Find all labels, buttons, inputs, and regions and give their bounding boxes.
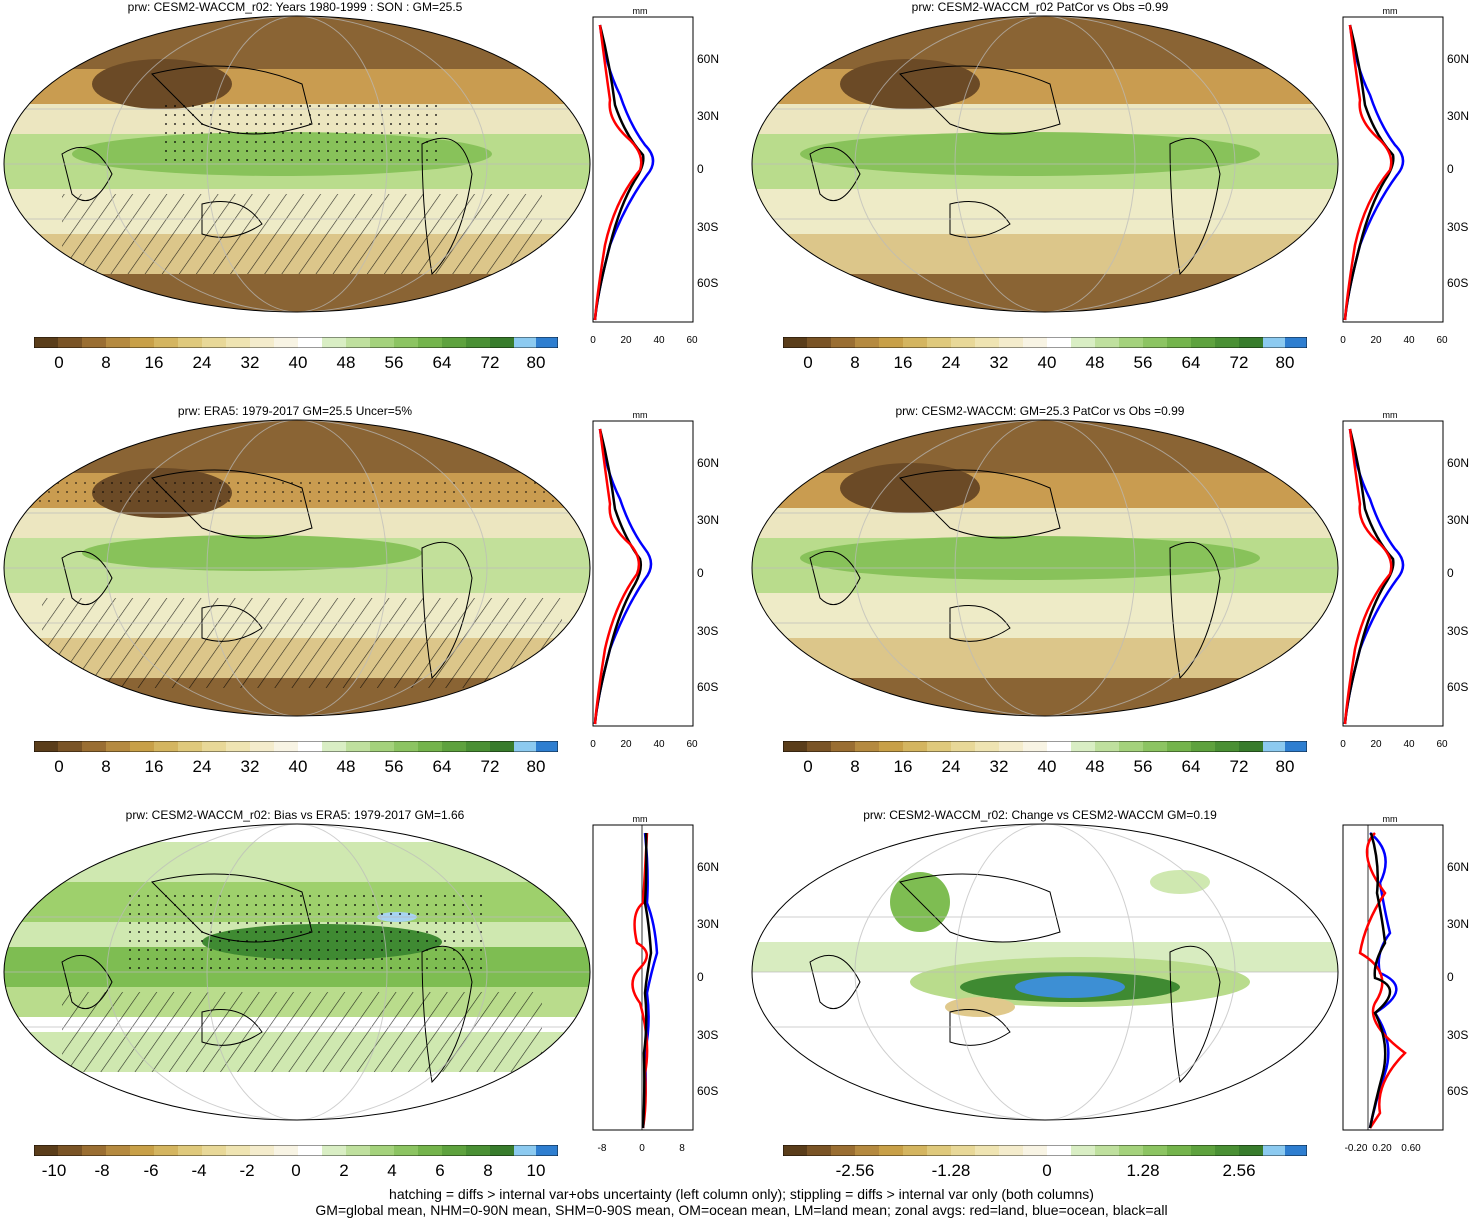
- svg-text:0: 0: [590, 335, 596, 346]
- svg-text:0: 0: [697, 970, 704, 984]
- svg-text:30N: 30N: [697, 917, 719, 931]
- svg-text:30N: 30N: [1447, 917, 1469, 931]
- svg-text:30N: 30N: [1447, 109, 1469, 123]
- svg-text:30S: 30S: [1447, 220, 1468, 234]
- panel-title-3: prw: ERA5: 1979-2017 GM=25.5 Uncer=5%: [177, 404, 413, 418]
- svg-text:0: 0: [639, 1143, 645, 1154]
- svg-text:40: 40: [653, 739, 665, 750]
- profile-units: mm: [633, 6, 648, 16]
- zonal-profile-2: mm 60N 30N 0 30S 60S 0 20 40 60: [1340, 6, 1469, 346]
- map-3: [3, 419, 591, 717]
- map-4: [751, 419, 1339, 717]
- svg-text:30S: 30S: [1447, 1028, 1468, 1042]
- svg-text:60: 60: [1436, 335, 1448, 346]
- colorbar-3: [34, 741, 558, 752]
- map-2: [751, 15, 1339, 313]
- panel-title-6: prw: CESM2-WACCM_r02: Change vs CESM2-WA…: [863, 808, 1217, 822]
- svg-text:30S: 30S: [697, 1028, 718, 1042]
- colorbar-1: [34, 337, 558, 348]
- svg-text:60N: 60N: [697, 52, 719, 66]
- svg-text:mm: mm: [1383, 410, 1398, 420]
- svg-text:60S: 60S: [1447, 680, 1468, 694]
- svg-text:20: 20: [1370, 739, 1382, 750]
- panel-title-1: prw: CESM2-WACCM_r02: Years 1980-1999 : …: [127, 0, 463, 14]
- panel-title-4: prw: CESM2-WACCM: GM=25.3 PatCor vs Obs …: [895, 404, 1185, 418]
- svg-text:0: 0: [1447, 970, 1454, 984]
- colorbar-4: [783, 741, 1307, 752]
- panel-title-2: prw: CESM2-WACCM_r02 PatCor vs Obs =0.99: [911, 0, 1169, 14]
- svg-text:60S: 60S: [1447, 1084, 1468, 1098]
- svg-text:20: 20: [620, 335, 632, 346]
- svg-text:0: 0: [1340, 739, 1346, 750]
- svg-text:30N: 30N: [697, 109, 719, 123]
- svg-text:mm: mm: [1383, 814, 1398, 824]
- zonal-profile-4: mm 60N 30N 0 30S 60S 0 20 40 60: [1340, 410, 1469, 750]
- svg-text:0: 0: [697, 162, 704, 176]
- zonal-profile-3: mm 60N 30N 0 30S 60S 0 20 40 60: [590, 410, 719, 750]
- svg-text:0: 0: [1340, 335, 1346, 346]
- svg-text:0: 0: [1447, 162, 1454, 176]
- svg-text:40: 40: [1403, 335, 1415, 346]
- svg-text:60N: 60N: [1447, 52, 1469, 66]
- svg-text:0: 0: [697, 566, 704, 580]
- panel-title-5: prw: CESM2-WACCM_r02: Bias vs ERA5: 1979…: [125, 808, 465, 822]
- svg-text:-0.20: -0.20: [1345, 1143, 1368, 1154]
- colorbar-2: [783, 337, 1307, 348]
- colorbar-6: [783, 1145, 1307, 1156]
- svg-text:40: 40: [1403, 739, 1415, 750]
- svg-text:-8: -8: [598, 1143, 607, 1154]
- svg-text:30N: 30N: [697, 513, 719, 527]
- footer-note-1: hatching = diffs > internal var+obs unce…: [389, 1186, 1094, 1202]
- map-6: [751, 823, 1339, 1121]
- zonal-profile-6: mm 60N 30N 0 30S 60S -0.20 0.20 0.60: [1342, 814, 1469, 1154]
- map-5: [3, 823, 591, 1121]
- svg-text:60: 60: [686, 739, 698, 750]
- svg-text:60N: 60N: [1447, 860, 1469, 874]
- svg-text:60S: 60S: [697, 680, 718, 694]
- svg-text:8: 8: [679, 1143, 685, 1154]
- svg-text:mm: mm: [1383, 6, 1398, 16]
- map-1: [3, 15, 591, 313]
- svg-text:60S: 60S: [697, 1084, 718, 1098]
- svg-text:20: 20: [620, 739, 632, 750]
- svg-text:60N: 60N: [697, 860, 719, 874]
- svg-text:0.20: 0.20: [1372, 1143, 1392, 1154]
- svg-text:60S: 60S: [1447, 276, 1468, 290]
- footer-note-2: GM=global mean, NHM=0-90N mean, SHM=0-90…: [315, 1202, 1168, 1218]
- svg-text:30S: 30S: [697, 624, 718, 638]
- svg-text:30N: 30N: [1447, 513, 1469, 527]
- svg-text:30S: 30S: [697, 220, 718, 234]
- svg-text:0: 0: [590, 739, 596, 750]
- svg-text:40: 40: [653, 335, 665, 346]
- svg-text:mm: mm: [633, 814, 648, 824]
- svg-text:60S: 60S: [697, 276, 718, 290]
- svg-text:0.60: 0.60: [1401, 1143, 1421, 1154]
- svg-text:20: 20: [1370, 335, 1382, 346]
- colorbar-5: [34, 1145, 558, 1156]
- zonal-profile-5: mm 60N 30N 0 30S 60S -8 0 8: [592, 814, 719, 1154]
- svg-text:mm: mm: [633, 410, 648, 420]
- svg-text:30S: 30S: [1447, 624, 1468, 638]
- svg-text:60: 60: [686, 335, 698, 346]
- svg-text:60N: 60N: [1447, 456, 1469, 470]
- svg-text:0: 0: [1447, 566, 1454, 580]
- svg-text:60N: 60N: [697, 456, 719, 470]
- svg-text:60: 60: [1436, 739, 1448, 750]
- zonal-profile-1: mm 60N 30N 0 30S 60S 0 20 40 60: [590, 6, 719, 346]
